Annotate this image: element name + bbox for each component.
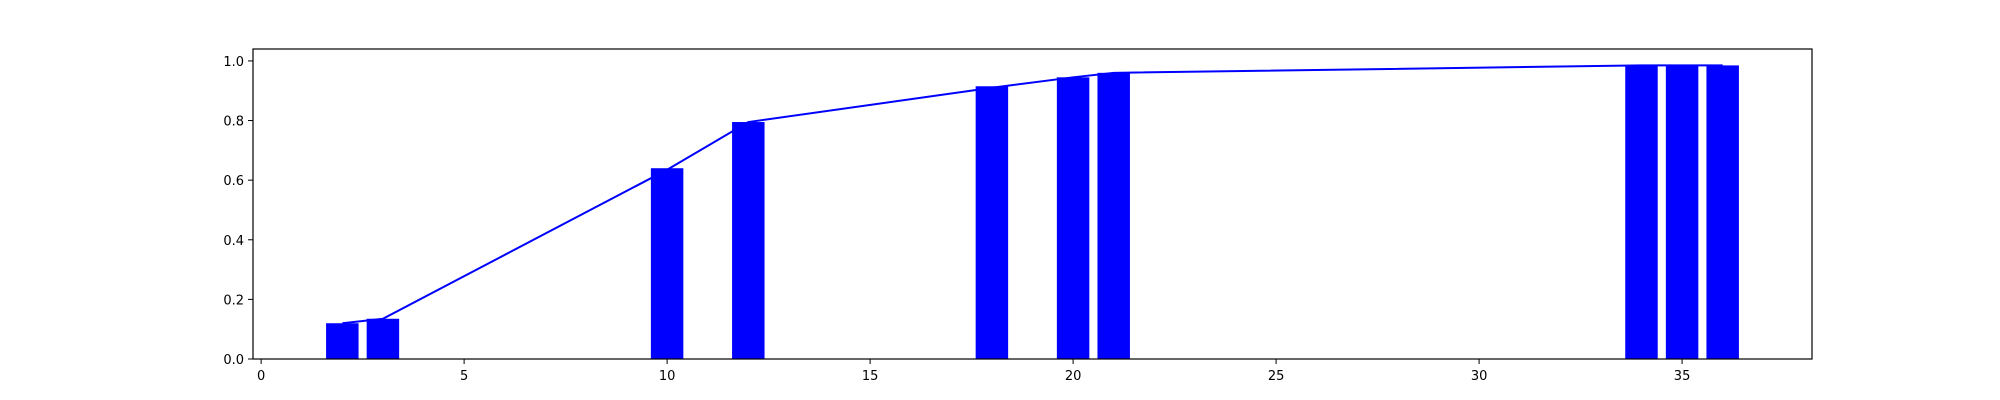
- series-line: [342, 64, 1723, 325]
- bar-5: [1056, 77, 1090, 359]
- bar-6: [1097, 72, 1130, 359]
- y-tick-label: 0.4: [223, 234, 244, 249]
- x-tick-label: 30: [1471, 369, 1488, 384]
- bar-7: [1625, 65, 1658, 360]
- y-tick-label: 0.0: [223, 353, 244, 368]
- x-tick-label: 0: [257, 369, 265, 384]
- x-tick-label: 20: [1065, 369, 1082, 384]
- line-layer: [342, 64, 1723, 325]
- x-tick-label: 15: [862, 369, 879, 384]
- bar-9: [1706, 65, 1739, 360]
- plot-frame: [252, 48, 1813, 360]
- y-tick-label: 0.2: [223, 293, 244, 308]
- ticks-layer: 0 5 10 15 20 25 30 35 0.0 0.2 0.4 0.6 0.8 1.0: [223, 55, 1690, 384]
- bar-2: [650, 168, 684, 359]
- bar-1: [366, 318, 400, 359]
- bar-4: [975, 86, 1009, 359]
- x-tick-label: 25: [1268, 369, 1285, 384]
- y-tick-label: 1.0: [223, 55, 244, 70]
- bars-layer: [326, 65, 1739, 360]
- bar-8: [1665, 65, 1699, 360]
- axes-layer: [252, 48, 1813, 360]
- y-tick-label: 0.6: [223, 174, 244, 189]
- x-tick-label: 10: [659, 369, 676, 384]
- bar-3: [732, 122, 765, 360]
- x-tick-label: 35: [1674, 369, 1691, 384]
- bar-0: [326, 323, 359, 359]
- x-tick-label: 5: [460, 369, 468, 384]
- y-tick-label: 0.8: [223, 115, 244, 130]
